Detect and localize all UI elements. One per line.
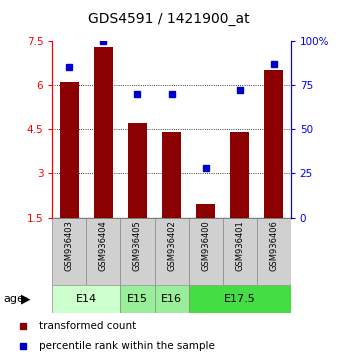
Text: GSM936400: GSM936400	[201, 221, 210, 271]
Bar	[230, 132, 249, 218]
Text: ▶: ▶	[21, 293, 30, 306]
Bar	[189, 285, 291, 313]
Text: GSM936404: GSM936404	[99, 221, 108, 271]
Text: transformed count: transformed count	[39, 321, 136, 331]
Bar	[264, 70, 283, 218]
Bar	[257, 218, 291, 285]
Bar	[162, 132, 181, 218]
Text: E16: E16	[161, 294, 182, 304]
Text: GSM936406: GSM936406	[269, 221, 278, 271]
Bar	[52, 285, 120, 313]
Text: percentile rank within the sample: percentile rank within the sample	[39, 341, 215, 351]
Text: age: age	[3, 294, 24, 304]
Bar	[60, 82, 79, 218]
Bar	[94, 47, 113, 218]
Bar	[196, 205, 215, 218]
Bar	[154, 218, 189, 285]
Bar	[154, 285, 189, 313]
Bar	[87, 218, 120, 285]
Text: E17.5: E17.5	[224, 294, 256, 304]
Bar	[120, 285, 154, 313]
Bar	[52, 218, 87, 285]
Bar	[120, 218, 154, 285]
Text: GSM936402: GSM936402	[167, 221, 176, 271]
Bar	[189, 218, 223, 285]
Text: GSM936401: GSM936401	[235, 221, 244, 271]
Text: GSM936405: GSM936405	[133, 221, 142, 271]
Bar	[128, 123, 147, 218]
Text: GSM936403: GSM936403	[65, 221, 74, 271]
Text: GDS4591 / 1421900_at: GDS4591 / 1421900_at	[88, 12, 250, 27]
Bar	[223, 218, 257, 285]
Text: E15: E15	[127, 294, 148, 304]
Text: E14: E14	[76, 294, 97, 304]
